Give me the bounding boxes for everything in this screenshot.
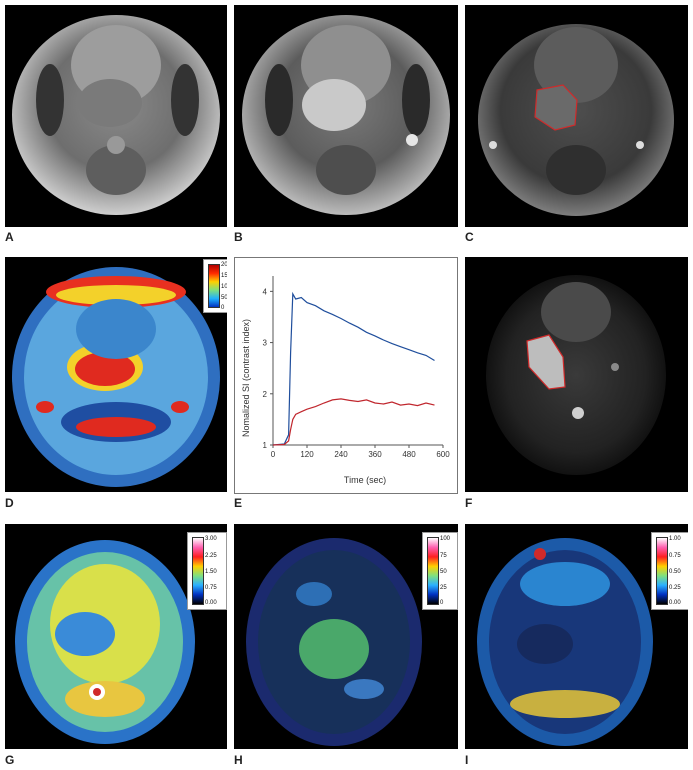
panel-b-image [234, 5, 458, 227]
kep-parametric-map [246, 538, 422, 746]
colorbar-h-tick: 100 [440, 536, 451, 542]
x-tick-label: 600 [436, 450, 450, 459]
panel-f-image [465, 257, 688, 492]
signal-intensity-time-chart: Nomalized SI (contrast index) Time (sec)… [241, 276, 450, 485]
mri-t1-axial-scan [12, 15, 220, 215]
colorbar-g-tick: 1.50 [205, 569, 217, 575]
ktrans-parametric-map [15, 540, 195, 744]
ktrans-color-map [12, 267, 220, 487]
roi-outline [526, 334, 566, 390]
panel-label-f: F [465, 496, 473, 510]
panel-a-image [5, 5, 227, 227]
panel-i-image: 1.00 0.75 0.50 0.25 0.00 [465, 524, 688, 749]
colorbar-d: 200 150 100 50 0 [203, 259, 227, 313]
series-line-2 [272, 398, 435, 446]
colorbar-d-tick: 0 [221, 305, 225, 311]
series-line-1 [272, 291, 435, 446]
panel-c-image [465, 5, 688, 227]
mri-fatsat-scan [478, 24, 674, 216]
colorbar-h: 100 75 50 25 0 [422, 532, 458, 610]
colorbar-i-tick: 0.75 [669, 553, 681, 559]
y-tick-label: 3 [263, 339, 268, 348]
colorbar-h-tick: 75 [440, 553, 447, 559]
panel-label-i: I [465, 753, 469, 767]
colorbar-h-tick: 0 [440, 600, 444, 606]
panel-label-g: G [5, 753, 15, 767]
panel-label-d: D [5, 496, 14, 510]
roi-outline [534, 84, 578, 131]
y-tick-label: 1 [263, 441, 268, 450]
colorbar-h-tick: 25 [440, 585, 447, 591]
panel-label-a: A [5, 230, 14, 244]
colorbar-g-tick: 0.00 [205, 600, 217, 606]
chart-ylabel: Nomalized SI (contrast index) [241, 319, 251, 437]
y-tick-label: 2 [263, 390, 268, 399]
colorbar-i-tick: 0.25 [669, 585, 681, 591]
panel-label-e: E [234, 496, 243, 510]
colorbar-i-tick: 0.00 [669, 600, 681, 606]
colorbar-d-tick: 100 [221, 284, 227, 290]
colorbar-g-tick: 2.25 [205, 553, 217, 559]
chart-xlabel: Time (sec) [344, 475, 386, 485]
colorbar-i: 1.00 0.75 0.50 0.25 0.00 [651, 532, 688, 610]
dwi-scan [486, 275, 666, 475]
panel-h-image: 100 75 50 25 0 [234, 524, 458, 749]
colorbar-g-tick: 0.75 [205, 585, 217, 591]
mri-t1-contrast-scan [242, 15, 450, 215]
colorbar-g: 3.00 2.25 1.50 0.75 0.00 [187, 532, 227, 610]
panel-d-image: 200 150 100 50 0 [5, 257, 227, 492]
panel-label-b: B [234, 230, 243, 244]
panel-label-c: C [465, 230, 474, 244]
y-tick-label: 4 [263, 287, 268, 296]
colorbar-i-tick: 1.00 [669, 536, 681, 542]
ve-parametric-map [477, 538, 653, 746]
colorbar-h-tick: 50 [440, 569, 447, 575]
x-tick-label: 0 [271, 450, 276, 459]
x-tick-label: 360 [368, 450, 382, 459]
panel-e-chart: Nomalized SI (contrast index) Time (sec)… [234, 257, 458, 494]
colorbar-i-tick: 0.50 [669, 569, 681, 575]
colorbar-d-tick: 150 [221, 273, 227, 279]
panel-g-image: 3.00 2.25 1.50 0.75 0.00 [5, 524, 227, 749]
x-tick-label: 120 [300, 450, 314, 459]
panel-label-h: H [234, 753, 243, 767]
x-tick-label: 240 [334, 450, 348, 459]
colorbar-d-tick: 200 [221, 262, 227, 268]
x-tick-label: 480 [402, 450, 416, 459]
colorbar-d-tick: 50 [221, 295, 227, 301]
colorbar-g-tick: 3.00 [205, 536, 217, 542]
